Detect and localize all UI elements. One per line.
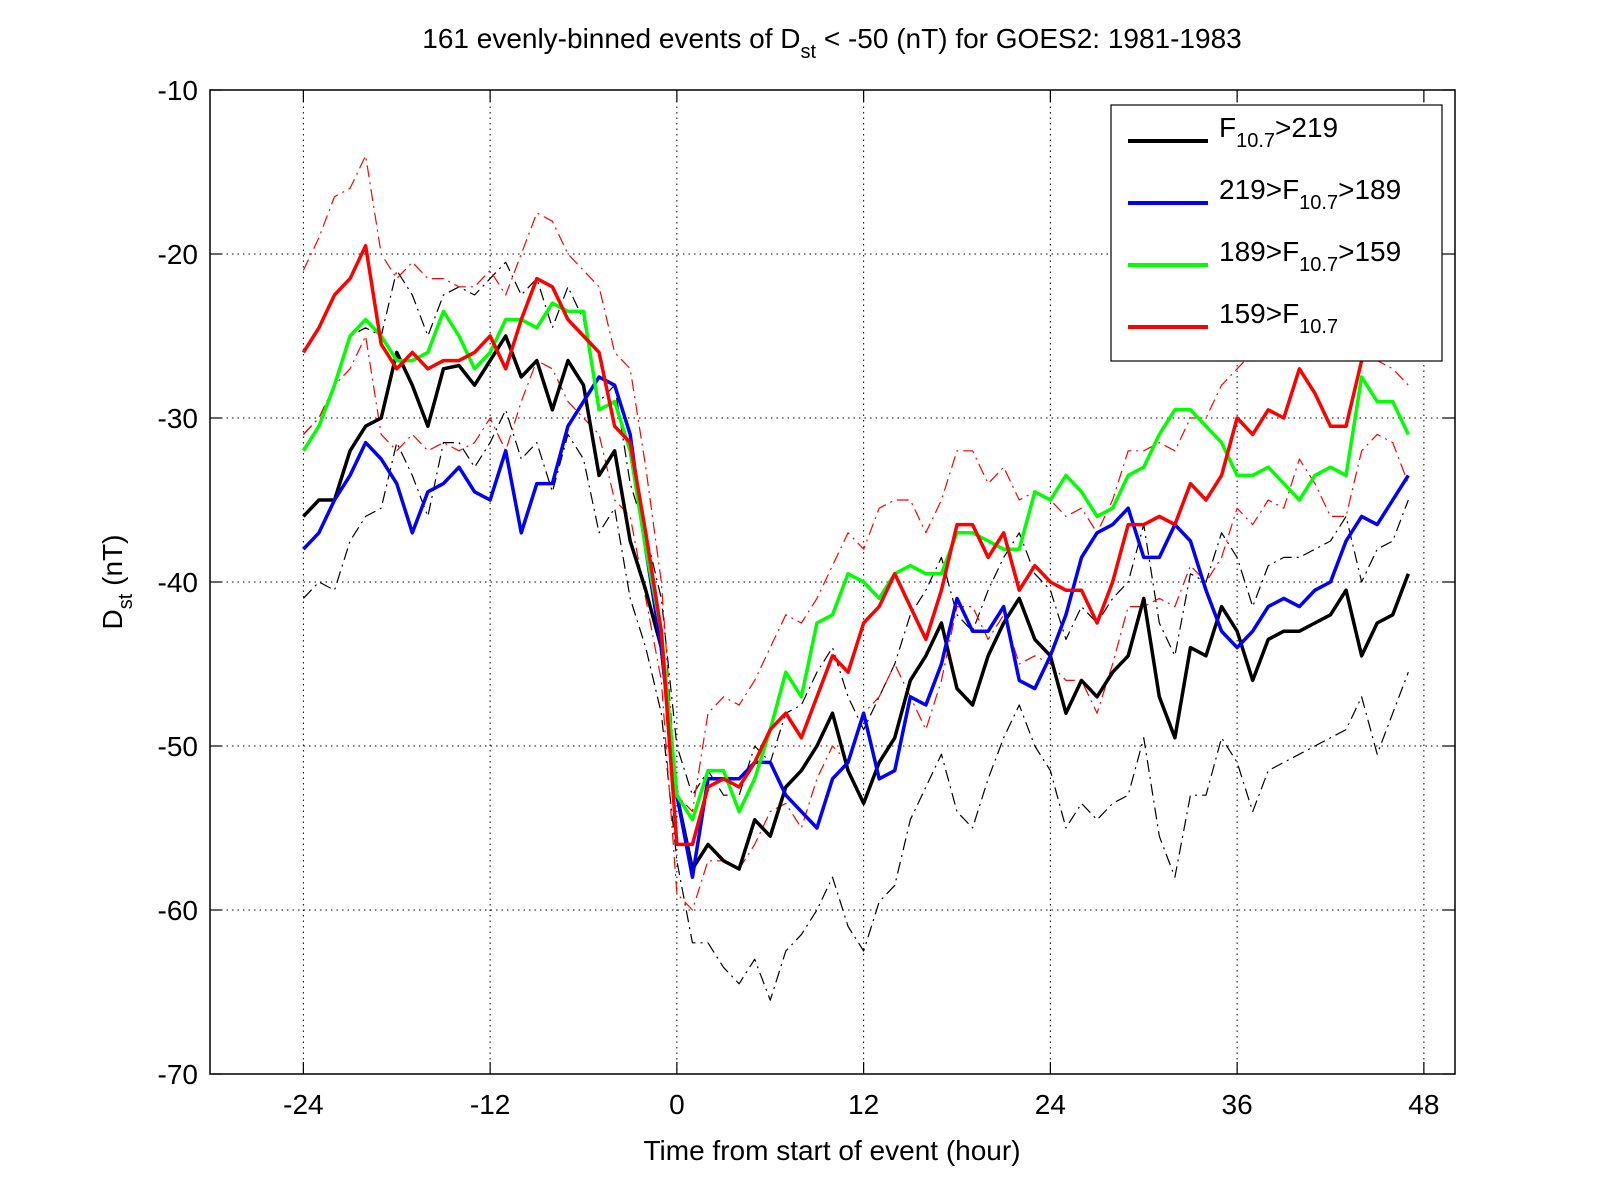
text-part: D: [97, 609, 128, 629]
x-tick-label: 0: [669, 1089, 685, 1120]
subscript: 10.7: [1299, 192, 1338, 214]
y-tick-label: -30: [158, 403, 198, 434]
series-line: [302, 375, 1410, 879]
y-tick-label: -60: [158, 895, 198, 926]
subscript: 10.7: [1236, 130, 1275, 152]
text-part: 189>F: [1219, 236, 1299, 267]
text-part: (nT): [97, 535, 128, 594]
text-part: 219>F: [1219, 174, 1299, 205]
y-tick-label: -20: [158, 239, 198, 270]
series-line: [301, 301, 1410, 822]
text-part: >219: [1275, 112, 1338, 143]
x-tick-label: 12: [848, 1089, 879, 1120]
text-part: >159: [1338, 236, 1401, 267]
y-tick-label: -10: [158, 75, 198, 106]
legend-label: 219>F10.7>189: [1219, 174, 1401, 214]
legend-label: 159>F10.7: [1219, 298, 1338, 338]
ticks: -24 -12 0 12 24 36 48 -70 -60 -50 -40 -30 -20 -10: [158, 75, 1455, 1120]
text-part: 159>F: [1219, 298, 1299, 329]
subscript: st: [115, 593, 137, 609]
y-tick-label: -40: [158, 567, 198, 598]
x-tick-label: 36: [1222, 1089, 1253, 1120]
x-axis-label: Time from start of event (hour): [643, 1135, 1020, 1166]
subscript: 10.7: [1299, 254, 1338, 276]
subscript: 10.7: [1299, 316, 1338, 338]
series-line: [302, 334, 1410, 871]
y-axis-label: Dst (nT): [97, 535, 137, 630]
subscript: st: [801, 41, 817, 63]
x-tick-label: 24: [1035, 1089, 1066, 1120]
legend-label: F10.7>219: [1219, 112, 1338, 152]
y-tick-label: -70: [158, 1059, 198, 1090]
legend-box: [1110, 104, 1443, 362]
series-line: [301, 244, 1410, 847]
text-part: 161 evenly-binned events of D: [422, 23, 800, 54]
lines: [301, 155, 1410, 1001]
envelope-line: [302, 155, 1409, 813]
text-part: >189: [1338, 174, 1401, 205]
y-tick-label: -50: [158, 731, 198, 762]
x-tick-label: -12: [470, 1089, 510, 1120]
x-tick-label: 48: [1408, 1089, 1439, 1120]
chart-title: 161 evenly-binned events of Dst < -50 (n…: [422, 23, 1241, 63]
text-part: F: [1219, 112, 1236, 143]
x-tick-label: -24: [283, 1089, 323, 1120]
text-part: < -50 (nT) for GOES2: 1981-1983: [816, 23, 1242, 54]
legend-label: 189>F10.7>159: [1219, 236, 1401, 276]
legend: F10.7>219219>F10.7>189189>F10.7>159159>F…: [1110, 104, 1443, 362]
envelope-line: [302, 409, 1409, 1001]
envelope-line: [302, 261, 1409, 796]
